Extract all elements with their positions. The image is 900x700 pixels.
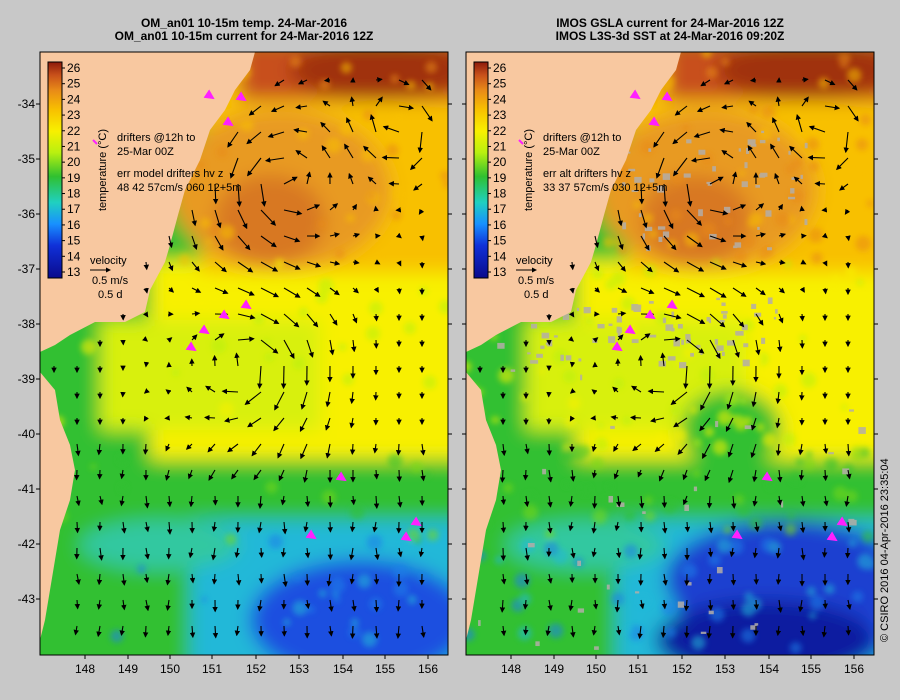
colorbar-tick-label: 13: [493, 265, 507, 279]
latitude-tick-label: -41: [18, 482, 36, 496]
right-title-line-1: IMOS GSLA current for 24-Mar-2016 12Z: [556, 16, 784, 30]
left-velocity-field: 2625242322212019181716151413temperature …: [47, 61, 433, 639]
error-stats-line-2: 33 37 57cm/s 030 12+5m: [543, 182, 667, 194]
colorbar-tick-label: 23: [67, 108, 81, 122]
colorbar-label: temperature (°C): [97, 129, 109, 211]
longitude-tick-label: 154: [759, 662, 779, 676]
colorbar-tick-label: 15: [67, 234, 81, 248]
colorbar-tick-label: 15: [493, 234, 507, 248]
drifters-label-line-2: 25-Mar 00Z: [543, 146, 600, 158]
colorbar-tick-label: 24: [67, 92, 81, 106]
velocity-time: 0.5 d: [98, 289, 122, 301]
latitude-tick-label: -38: [18, 317, 36, 331]
longitude-tick-label: 152: [672, 662, 692, 676]
velocity-label: velocity: [516, 255, 553, 267]
colorbar-tick-label: 26: [67, 61, 81, 75]
colorbar-tick-label: 24: [493, 92, 507, 106]
latitude-tick-label: -34: [18, 97, 36, 111]
left-map-panel: 2625242322212019181716151413temperature …: [39, 51, 449, 656]
right-panel-title: IMOS GSLA current for 24-Mar-2016 12Z IM…: [466, 17, 874, 43]
colorbar-tick-label: 19: [67, 171, 81, 185]
colorbar-label: temperature (°C): [523, 129, 535, 211]
drifters-label-line-2: 25-Mar 00Z: [117, 146, 174, 158]
colorbar-tick-label: 16: [67, 218, 81, 232]
left-title-line-2: OM_an01 10-15m current for 24-Mar-2016 1…: [114, 29, 374, 43]
right-map-panel: 2625242322212019181716151413temperature …: [465, 51, 875, 656]
latitude-tick-label: -43: [18, 592, 36, 606]
colorbar-tick-label: 16: [493, 218, 507, 232]
longitude-tick-label: 149: [544, 662, 564, 676]
longitude-tick-label: 148: [501, 662, 521, 676]
latitude-tick-label: -35: [18, 152, 36, 166]
longitude-tick-label: 150: [160, 662, 180, 676]
latitude-tick-label: -36: [18, 207, 36, 221]
drifters-label-line-1: drifters @12h to: [543, 132, 621, 144]
colorbar-tick-label: 18: [493, 187, 507, 201]
longitude-tick-label: 151: [628, 662, 648, 676]
longitude-tick-label: 153: [289, 662, 309, 676]
longitude-tick-label: 148: [75, 662, 95, 676]
velocity-label: velocity: [90, 255, 127, 267]
drifters-label-line-1: drifters @12h to: [117, 132, 195, 144]
velocity-speed: 0.5 m/s: [518, 275, 555, 287]
longitude-tick-label: 155: [375, 662, 395, 676]
colorbar-tick-label: 22: [67, 124, 81, 138]
latitude-tick-label: -40: [18, 427, 36, 441]
colorbar-tick-label: 20: [493, 155, 507, 169]
velocity-speed: 0.5 m/s: [92, 275, 129, 287]
colorbar-tick-label: 22: [493, 124, 507, 138]
velocity-time: 0.5 d: [524, 289, 548, 301]
longitude-tick-label: 155: [801, 662, 821, 676]
error-stats-line-1: err alt drifters hv z: [543, 168, 631, 180]
colorbar-tick-label: 21: [67, 139, 81, 153]
right-title-line-2: IMOS L3S-3d SST at 24-Mar-2016 09:20Z: [555, 29, 785, 43]
colorbar-tick-label: 14: [67, 249, 81, 263]
credit-text: © CSIRO 2016 04-Apr-2016 23:35:04: [879, 458, 891, 642]
colorbar-tick-label: 23: [493, 108, 507, 122]
longitude-tick-label: 151: [202, 662, 222, 676]
longitude-tick-label: 153: [715, 662, 735, 676]
longitude-tick-label: 154: [333, 662, 353, 676]
colorbar-tick-label: 21: [493, 139, 507, 153]
longitude-tick-label: 150: [586, 662, 606, 676]
error-stats-line-2: 48 42 57cm/s 060 12+5m: [117, 182, 241, 194]
left-panel-title: OM_an01 10-15m temp. 24-Mar-2016 OM_an01…: [40, 17, 448, 43]
longitude-tick-label: 156: [418, 662, 438, 676]
longitude-tick-label: 152: [246, 662, 266, 676]
error-stats-line-1: err model drifters hv z: [117, 168, 223, 180]
colorbar-tick-label: 17: [67, 202, 81, 216]
left-title-line-1: OM_an01 10-15m temp. 24-Mar-2016: [140, 16, 348, 30]
latitude-tick-label: -39: [18, 372, 36, 386]
colorbar-tick-label: 26: [493, 61, 507, 75]
colorbar-tick-label: 14: [493, 249, 507, 263]
colorbar-tick-label: 19: [493, 171, 507, 185]
latitude-tick-label: -37: [18, 262, 36, 276]
longitude-tick-label: 149: [118, 662, 138, 676]
longitude-tick-label: 156: [844, 662, 864, 676]
colorbar-tick-label: 20: [67, 155, 81, 169]
colorbar-tick-label: 25: [493, 77, 507, 91]
colorbar-tick-label: 18: [67, 187, 81, 201]
right-velocity-field: 2625242322212019181716151413temperature …: [473, 61, 859, 640]
latitude-tick-label: -42: [18, 537, 36, 551]
colorbar-tick-label: 17: [493, 202, 507, 216]
colorbar-tick-label: 13: [67, 265, 81, 279]
colorbar-tick-label: 25: [67, 77, 81, 91]
